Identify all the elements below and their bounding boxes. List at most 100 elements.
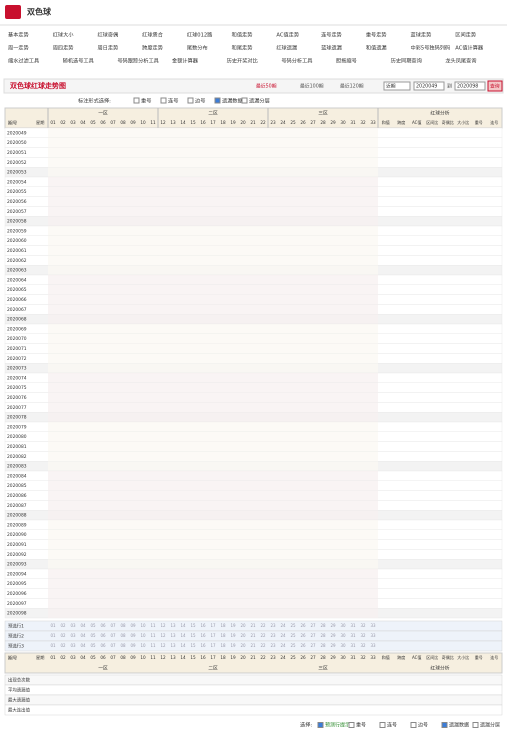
- preselect-ball[interactable]: 16: [200, 623, 206, 628]
- nav-link[interactable]: 周一走势: [8, 44, 29, 52]
- preselect-ball[interactable]: 18: [220, 633, 226, 638]
- preselect-ball[interactable]: 06: [100, 643, 106, 648]
- preselect-ball[interactable]: 27: [310, 633, 316, 638]
- preselect-ball[interactable]: 31: [350, 643, 356, 648]
- nav-link[interactable]: 和尾走势: [232, 44, 253, 52]
- preselect-ball[interactable]: 08: [120, 623, 126, 628]
- preselect-ball[interactable]: 29: [330, 633, 336, 638]
- preselect-ball[interactable]: 05: [90, 633, 96, 638]
- preselect-ball[interactable]: 25: [290, 633, 296, 638]
- preselect-ball[interactable]: 04: [80, 643, 86, 648]
- checkbox[interactable]: [348, 722, 355, 728]
- preselect-ball[interactable]: 19: [230, 633, 236, 638]
- range-link[interactable]: 最近120期: [340, 83, 364, 90]
- preselect-ball[interactable]: 17: [210, 623, 216, 628]
- preselect-ball[interactable]: 20: [240, 643, 246, 648]
- preselect-ball[interactable]: 16: [200, 643, 206, 648]
- nav-link[interactable]: 周日走势: [97, 44, 118, 52]
- preselect-ball[interactable]: 05: [90, 643, 96, 648]
- preselect-ball[interactable]: 10: [140, 643, 146, 648]
- preselect-ball[interactable]: 12: [160, 633, 166, 638]
- preselect-ball[interactable]: 18: [220, 643, 226, 648]
- preselect-ball[interactable]: 02: [60, 623, 66, 628]
- preselect-ball[interactable]: 19: [230, 623, 236, 628]
- nav-link[interactable]: 龙头凤尾查询: [445, 57, 476, 65]
- preselect-ball[interactable]: 33: [370, 633, 376, 638]
- nav-link[interactable]: 号码分析工具: [281, 57, 312, 65]
- nav-link[interactable]: 和值遗漏: [366, 44, 387, 52]
- from-input[interactable]: [413, 81, 445, 91]
- preselect-ball[interactable]: 22: [260, 643, 266, 648]
- nav-link[interactable]: 蓝球走势: [411, 31, 432, 39]
- preselect-ball[interactable]: 03: [70, 623, 76, 628]
- preselect-ball[interactable]: 13: [170, 623, 176, 628]
- period-select[interactable]: [383, 81, 411, 91]
- preselect-ball[interactable]: 15: [190, 633, 196, 638]
- preselect-ball[interactable]: 02: [60, 643, 66, 648]
- preselect-ball[interactable]: 26: [300, 623, 306, 628]
- preselect-ball[interactable]: 09: [130, 623, 136, 628]
- preselect-ball[interactable]: 01: [50, 633, 56, 638]
- footer-option[interactable]: 连号: [387, 722, 397, 729]
- preselect-ball[interactable]: 23: [270, 623, 276, 628]
- preselect-ball[interactable]: 24: [280, 623, 286, 628]
- preselect-ball[interactable]: 25: [290, 643, 296, 648]
- footer-option[interactable]: 边号: [418, 722, 428, 729]
- preselect-ball[interactable]: 23: [270, 643, 276, 648]
- preselect-ball[interactable]: 04: [80, 623, 86, 628]
- preselect-ball[interactable]: 12: [160, 643, 166, 648]
- preselect-ball[interactable]: 08: [120, 633, 126, 638]
- nav-link[interactable]: 随机选号工具: [63, 57, 94, 65]
- preselect-ball[interactable]: 21: [250, 633, 256, 638]
- nav-link[interactable]: AC值走势: [276, 31, 299, 39]
- checkbox[interactable]: [241, 97, 248, 104]
- preselect-ball[interactable]: 18: [220, 623, 226, 628]
- preselect-ball[interactable]: 15: [190, 643, 196, 648]
- preselect-ball[interactable]: 06: [100, 633, 106, 638]
- mark-option[interactable]: 遗漏分层: [249, 97, 270, 105]
- mark-option[interactable]: 连号: [168, 97, 178, 105]
- range-link[interactable]: 最近100期: [300, 83, 324, 90]
- preselect-ball[interactable]: 30: [340, 623, 346, 628]
- preselect-ball[interactable]: 32: [360, 643, 366, 648]
- preselect-ball[interactable]: 11: [150, 633, 156, 638]
- preselect-ball[interactable]: 12: [160, 623, 166, 628]
- preselect-ball[interactable]: 27: [310, 643, 316, 648]
- footer-option[interactable]: 遗漏分层: [480, 722, 500, 729]
- preselect-ball[interactable]: 03: [70, 633, 76, 638]
- preselect-ball[interactable]: 14: [180, 633, 186, 638]
- preselect-ball[interactable]: 17: [210, 643, 216, 648]
- nav-link[interactable]: 号码跟踪分析工具: [117, 57, 159, 65]
- checkbox[interactable]: [379, 722, 386, 728]
- select-text[interactable]: 近期: [386, 83, 396, 90]
- preselect-ball[interactable]: 09: [130, 633, 136, 638]
- preselect-ball[interactable]: 01: [50, 623, 56, 628]
- preselect-ball[interactable]: 33: [370, 643, 376, 648]
- footer-option[interactable]: 遗漏数据: [449, 722, 469, 729]
- checkbox[interactable]: [472, 722, 479, 728]
- from-text[interactable]: 2020049: [416, 84, 437, 90]
- preselect-ball[interactable]: 25: [290, 623, 296, 628]
- to-input[interactable]: [454, 81, 486, 91]
- nav-link[interactable]: AC值计算器: [455, 44, 484, 52]
- preselect-ball[interactable]: 15: [190, 623, 196, 628]
- nav-link[interactable]: 重号走势: [366, 31, 387, 39]
- preselect-ball[interactable]: 23: [270, 633, 276, 638]
- nav-link[interactable]: 金额计算器: [172, 57, 199, 65]
- checkbox[interactable]: [187, 97, 194, 104]
- preselect-ball[interactable]: 24: [280, 633, 286, 638]
- nav-link[interactable]: 胆拖缩号: [336, 57, 357, 65]
- preselect-ball[interactable]: 01: [50, 643, 56, 648]
- footer-option[interactable]: 预测行提示: [325, 722, 350, 729]
- preselect-ball[interactable]: 29: [330, 623, 336, 628]
- preselect-ball[interactable]: 03: [70, 643, 76, 648]
- preselect-ball[interactable]: 30: [340, 633, 346, 638]
- preselect-ball[interactable]: 08: [120, 643, 126, 648]
- preselect-ball[interactable]: 26: [300, 643, 306, 648]
- preselect-ball[interactable]: 30: [340, 643, 346, 648]
- nav-link[interactable]: 红球大小: [53, 31, 75, 39]
- nav-link[interactable]: 红球奇偶: [97, 31, 118, 39]
- preselect-ball[interactable]: 21: [250, 643, 256, 648]
- footer-option[interactable]: 重号: [356, 722, 366, 729]
- preselect-ball[interactable]: 05: [90, 623, 96, 628]
